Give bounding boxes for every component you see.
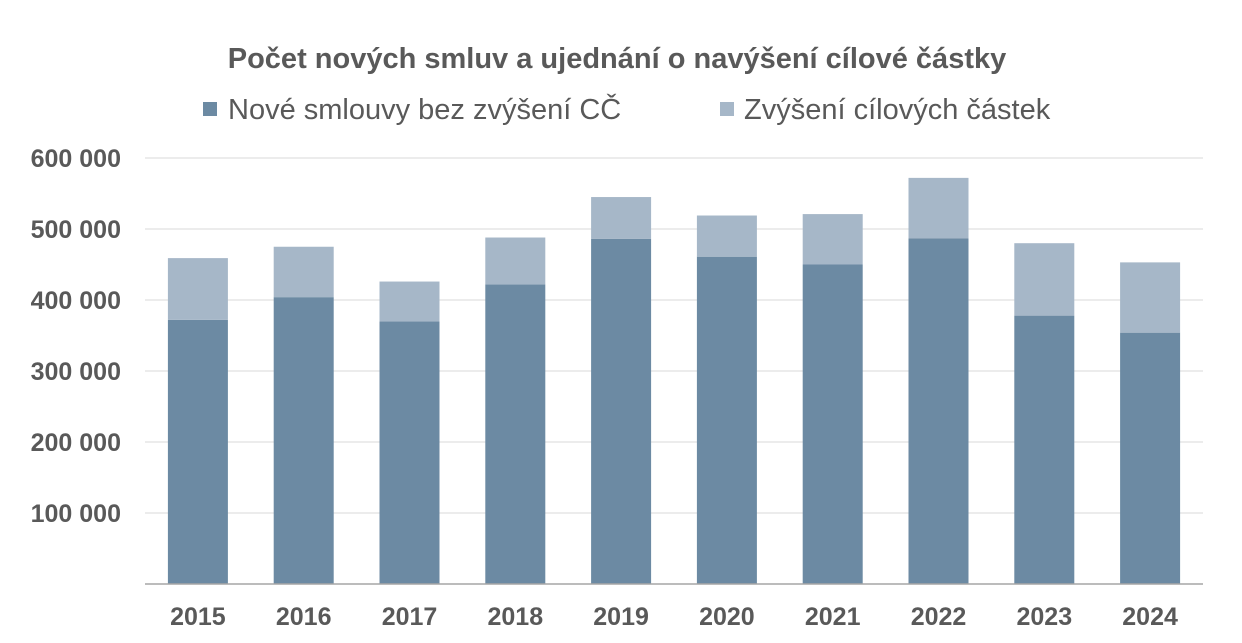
x-tick-label: 2019 (593, 603, 649, 631)
legend-swatch-series-1 (203, 102, 217, 116)
bar-2022-series-2 (908, 177, 969, 239)
y-tick-label: 100 000 (31, 500, 121, 528)
legend-label-series-1: Nové smlouvy bez zvýšení CČ (228, 92, 621, 126)
bar-2017-series-2 (379, 281, 440, 322)
bar-2016-series-2 (273, 246, 334, 298)
bar-2021-series-2 (802, 214, 863, 265)
x-tick-label: 2016 (276, 603, 332, 631)
bar-2017-series-1 (379, 321, 440, 584)
y-tick-label: 400 000 (31, 287, 121, 315)
bar-2019-series-1 (591, 238, 652, 584)
bar-2016-series-1 (273, 297, 334, 584)
bar-2020-series-1 (696, 256, 757, 584)
x-tick-label: 2024 (1122, 603, 1178, 631)
bar-2015-series-2 (167, 258, 228, 320)
x-tick-label: 2022 (911, 603, 967, 631)
legend-label-series-2: Zvýšení cílových částek (744, 94, 1051, 126)
x-tick-label: 2020 (699, 603, 755, 631)
x-tick-label: 2021 (805, 603, 861, 631)
y-tick-label: 500 000 (31, 216, 121, 244)
y-tick-label: 600 000 (31, 145, 121, 173)
bar-2024-series-1 (1120, 332, 1181, 584)
bar-2018-series-1 (485, 284, 546, 584)
legend: Nové smlouvy bez zvýšení CČ Zvýšení cílo… (203, 92, 1051, 126)
chart-title: Počet nových smluv a ujednání o navýšení… (228, 43, 1006, 75)
x-tick-label: 2015 (170, 603, 226, 631)
bar-2021-series-1 (802, 264, 863, 584)
x-tick-label: 2017 (382, 603, 438, 631)
bar-2022-series-1 (908, 238, 969, 585)
bar-2024-series-2 (1120, 262, 1181, 333)
y-axis-ticks: 100 000 200 000 300 000 400 000 500 000 600 0… (31, 145, 121, 528)
y-tick-label: 300 000 (31, 358, 121, 386)
bar-2019-series-2 (591, 197, 652, 239)
bar-2023-series-1 (1014, 315, 1075, 584)
bars (167, 177, 1181, 585)
bar-2018-series-2 (485, 237, 546, 285)
bar-2023-series-2 (1014, 243, 1075, 316)
bar-2015-series-1 (167, 319, 228, 584)
x-tick-label: 2018 (487, 603, 543, 631)
x-tick-label: 2023 (1016, 603, 1072, 631)
bar-2020-series-2 (696, 215, 757, 257)
y-tick-label: 200 000 (31, 429, 121, 457)
x-axis-ticks: 2015 2016 2017 2018 2019 2020 2021 2022 2023 2024 (170, 603, 1178, 631)
legend-swatch-series-2 (720, 102, 734, 116)
